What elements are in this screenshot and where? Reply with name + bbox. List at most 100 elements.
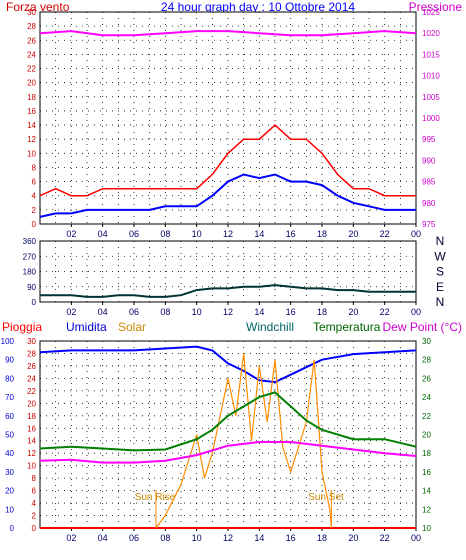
x-tick-label: 16 [286, 307, 296, 317]
chart3-humidity-axis-ticks: 0 10 20 30 40 50 60 70 80 90 100 [1, 337, 15, 533]
y-tick-label-wind: 10 [27, 149, 36, 158]
y-tick-label-direction: 90 [27, 283, 36, 292]
y-tick-label-rain: 22 [27, 387, 36, 396]
y-tick-label-pressure: 980 [422, 199, 436, 208]
legend-windchill: Windchill [246, 320, 294, 334]
x-tick-label: 22 [380, 533, 390, 543]
y-tick-label-rain: 24 [27, 374, 36, 383]
x-tick-label: 22 [380, 307, 390, 317]
x-tick-label: 04 [98, 533, 108, 543]
y-tick-label-rain: 16 [27, 424, 36, 433]
compass-label: E [436, 280, 444, 294]
series-temperature-line [39, 391, 417, 452]
x-tick-label: 08 [160, 229, 170, 239]
compass-label: N [436, 234, 445, 248]
y-tick-label-rain: 30 [27, 337, 36, 346]
series-direction-line [40, 284, 416, 298]
y-tick-label-wind: 20 [27, 79, 36, 88]
x-tick-label: 14 [254, 533, 264, 543]
y-tick-label-rain: 8 [32, 474, 37, 483]
chart2-grid [40, 241, 416, 302]
x-tick-label: 22 [380, 229, 390, 239]
sunrise-label: Sun Rise [135, 492, 176, 503]
y-tick-label-humidity: 80 [5, 374, 14, 383]
y-tick-label-direction: 0 [32, 298, 37, 307]
x-tick-label: 12 [223, 533, 233, 543]
chart3-temp-axis-ticks: 10 12 14 16 18 20 22 24 26 28 30 [422, 337, 431, 533]
chart1-series [39, 30, 417, 218]
y-tick-label-humidity: 10 [5, 505, 14, 514]
x-tick-label: 14 [254, 229, 264, 239]
y-tick-label-rain: 4 [32, 499, 37, 508]
x-tick-label: 04 [98, 307, 108, 317]
x-tick-label: 12 [223, 229, 233, 239]
y-tick-label-humidity: 50 [5, 431, 14, 440]
y-tick-label-temp: 20 [422, 431, 431, 440]
y-tick-label-temp: 26 [422, 374, 431, 383]
y-tick-label-direction: 180 [23, 268, 37, 277]
y-tick-label-wind: 18 [27, 93, 36, 102]
y-tick-label-pressure: 985 [422, 178, 436, 187]
series-wind-line [39, 173, 416, 218]
legend-dewpoint: Dew Point (°C) [383, 320, 462, 334]
y-tick-label-humidity: 40 [5, 449, 14, 458]
y-tick-label-pressure: 1015 [422, 50, 440, 59]
compass-label: S [436, 265, 444, 279]
y-tick-label-temp: 24 [422, 393, 431, 402]
x-tick-label: 12 [223, 307, 233, 317]
y-tick-label-pressure: 975 [422, 220, 436, 229]
legend-temperature: Temperatura [313, 320, 381, 334]
y-tick-label-pressure: 1005 [422, 93, 440, 102]
x-tick-label: 20 [348, 229, 358, 239]
y-tick-label-wind: 0 [32, 220, 37, 229]
series-dewpoint-line [39, 441, 417, 464]
y-tick-label-rain: 2 [32, 512, 37, 521]
sunset-label: Sun Set [308, 492, 344, 503]
legend-rain: Pioggia [2, 320, 42, 334]
x-tick-label: 04 [98, 229, 108, 239]
y-tick-label-temp: 28 [422, 356, 431, 365]
y-tick-label-temp: 18 [422, 449, 431, 458]
x-tick-label: 02 [66, 533, 76, 543]
x-tick-label: 02 [66, 307, 76, 317]
chart2-x-axis-ticks: 02 04 06 08 10 12 14 16 18 20 22 00 [66, 302, 421, 317]
x-tick-label: 06 [129, 229, 139, 239]
x-tick-label: 00 [411, 307, 421, 317]
series-humidity-line [39, 345, 417, 384]
y-tick-label-temp: 12 [422, 505, 431, 514]
legend-humidity: Umidita [66, 320, 107, 334]
y-tick-label-wind: 24 [27, 50, 36, 59]
y-tick-label-pressure: 990 [422, 156, 436, 165]
chart3-plot-area [39, 340, 417, 529]
y-tick-label-wind: 14 [27, 121, 36, 130]
chart2-left-axis-ticks: 0 90 180 270 360 [23, 237, 37, 307]
y-tick-label-pressure: 1000 [422, 114, 440, 123]
y-tick-label-wind: 8 [32, 163, 37, 172]
compass-label: N [436, 295, 445, 309]
x-tick-label: 00 [411, 229, 421, 239]
y-tick-label-wind: 30 [27, 8, 36, 17]
x-tick-label: 20 [348, 533, 358, 543]
y-tick-label-rain: 12 [27, 449, 36, 458]
series-gust-line [39, 124, 416, 197]
y-tick-label-humidity: 60 [5, 412, 14, 421]
chart1-title: 24 hour graph day : 10 Ottobre 2014 [161, 0, 355, 14]
chart2-series [40, 284, 416, 298]
y-tick-label-rain: 28 [27, 349, 36, 358]
x-tick-label: 00 [411, 533, 421, 543]
chart1-x-axis-ticks: 02 04 06 08 10 12 14 16 18 20 22 00 [66, 224, 421, 239]
x-tick-label: 18 [317, 533, 327, 543]
y-tick-label-rain: 20 [27, 399, 36, 408]
y-tick-label-direction: 270 [23, 252, 37, 261]
y-tick-label-wind: 22 [27, 65, 36, 74]
chart3-x-axis-ticks: 02 04 06 08 10 12 14 16 18 20 22 00 [66, 528, 421, 543]
y-tick-label-rain: 10 [27, 462, 36, 471]
y-tick-label-humidity: 20 [5, 487, 14, 496]
y-tick-label-pressure: 1020 [422, 29, 440, 38]
y-tick-label-humidity: 30 [5, 468, 14, 477]
